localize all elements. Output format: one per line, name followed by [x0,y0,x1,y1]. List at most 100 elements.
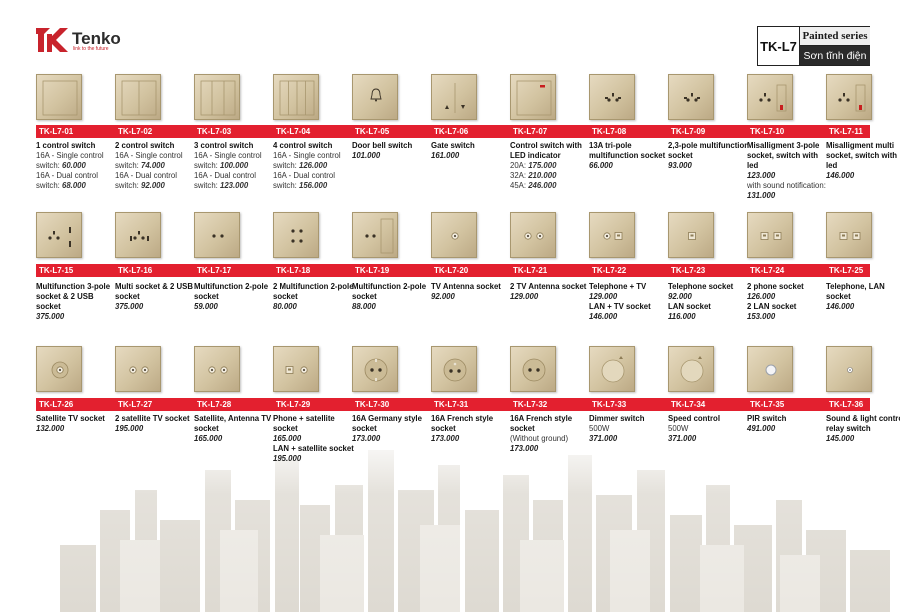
price-line: 16A - Dual control switch: 68.000 [36,171,118,191]
product-code: TK-L7-07 [513,127,548,136]
brand-tagline: link to the future [73,46,109,52]
switch-1-icon [36,74,82,120]
price-label: 16A - Single control switch: [115,151,183,170]
price-value: 92.000 [431,292,455,301]
product-code: TK-L7-22 [592,266,627,275]
price-value: 195.000 [115,424,144,433]
sat-2-icon [115,346,161,392]
product-description: PIR switch 491.000 [747,414,829,434]
product-code: TK-L7-31 [434,400,469,409]
price-value: 195.000 [273,454,302,463]
socket-usb-icon [36,212,82,258]
tel-2-icon [747,212,793,258]
price-label: 20A: [510,161,529,170]
product-code: TK-L7-04 [276,127,311,136]
product-code: TK-L7-24 [750,266,785,275]
product-description: TV Antenna socket 92.000 [431,282,513,302]
price-label: 45A: [510,181,529,190]
product-description: 2 TV Antenna socket 129.000 [510,282,592,302]
product-title: Multifunction 2-pole socket [194,282,269,301]
price-line: 16A - Single control switch: 100.000 [194,151,276,171]
series-label-vi: Sơn tĩnh điện [799,46,870,65]
product-title: 2,3-pole multifunction socket [668,141,749,160]
product-description: Multifunction 3-pole socket & 2 USB sock… [36,282,118,322]
sound-icon [826,346,872,392]
price-label: 16A - Single control switch: [273,151,341,170]
price-value: 371.000 [589,434,618,443]
product-code: TK-L7-10 [750,127,785,136]
multi-socket-icon [668,74,714,120]
switch-2-icon [115,74,161,120]
product-title: 2 Multifunction 2-pole socket [273,282,354,301]
product-title: 13A tri-pole multifunction socket [589,141,666,160]
product-description: Multi socket & 2 USB socket 375.000 [115,282,197,312]
product-description: 3 control switch 16A - Single control swi… [194,141,276,191]
multi-usb-icon [115,212,161,258]
product-title: Satellite TV socket [36,414,105,423]
series-code: TK-L7 [760,38,797,54]
price-value: 161.000 [431,151,460,160]
price-value: 132.000 [36,424,65,433]
price-value: 156.000 [299,181,328,190]
product-description: Telephone socket 92.000 LAN socket 116.000 [668,282,750,322]
product-description: Misalligment multi socket, switch with l… [826,141,900,181]
product-code: TK-L7-25 [829,266,864,275]
product-note: 500W [589,424,610,433]
price-value: 375.000 [36,312,65,321]
price-label: 16A - Single control switch: [194,151,262,170]
product-title: Sound & light control relay switch [826,414,900,433]
price-line: 16A - Dual control switch: 123.000 [194,171,276,191]
socket-2pole-double-icon [273,212,319,258]
product-title: Multifunction 3-pole socket & 2 USB sock… [36,282,111,311]
price-value: 146.000 [826,171,855,180]
product-description: 2 satellite TV socket 195.000 [115,414,197,434]
row-bar-2 [36,264,870,277]
product-code: TK-L7-05 [355,127,390,136]
price-line: 32A: 210.000 [510,171,592,181]
product-title: 2 control switch [115,141,175,150]
bell-icon [352,74,398,120]
price-value: 66.000 [589,161,613,170]
led-switch-icon [510,74,556,120]
price-value: 145.000 [826,434,855,443]
gate-icon [431,74,477,120]
sat-2-icon [194,346,240,392]
pir-icon [747,346,793,392]
socket-2pole-switch-icon [352,212,398,258]
french-nog-icon [510,346,556,392]
price-label: 16A - Dual control switch: [194,171,256,190]
product-description: Satellite TV socket 132.000 [36,414,118,434]
price-value: 92.000 [141,181,165,190]
product-code: TK-L7-11 [829,127,863,136]
price-value: 68.000 [62,181,86,190]
product-title: Multifunction 2-pole socket [352,282,427,301]
product-title: 2 satellite TV socket [115,414,190,423]
product-title: Dimmer switch [589,414,645,423]
product-title: TV Antenna socket [431,282,501,291]
price-value: 80.000 [273,302,297,311]
product-title: 2 phone socket [747,282,804,291]
product-description: Satellite, Antenna TV socket 165.000 [194,414,276,444]
product-title: Satellite, Antenna TV socket [194,414,272,433]
product-description: 2 Multifunction 2-pole socket 80.000 [273,282,355,312]
product-code: TK-L7-36 [829,400,864,409]
product-code: TK-L7-15 [39,266,74,275]
switch-3-icon [194,74,240,120]
tv-icon [431,212,477,258]
product-code: TK-L7-30 [355,400,390,409]
price-value: 59.000 [194,302,218,311]
french-icon [431,346,477,392]
product-title: LAN socket [668,302,711,311]
price-line: 16A - Dual control switch: 156.000 [273,171,355,191]
product-note: with sound notification: [747,181,826,190]
price-value: 173.000 [431,434,460,443]
price-value: 123.000 [747,171,776,180]
product-description: 4 control switch 16A - Single control swi… [273,141,355,191]
row-bar-3 [36,398,870,411]
product-description: 2,3-pole multifunction socket 93.000 [668,141,750,171]
price-value: 126.000 [747,292,776,301]
price-value: 146.000 [589,312,618,321]
price-value: 175.000 [528,161,557,170]
product-description: Telephone + TV 129.000 LAN + TV socket 146.… [589,282,671,322]
tel-icon [668,212,714,258]
